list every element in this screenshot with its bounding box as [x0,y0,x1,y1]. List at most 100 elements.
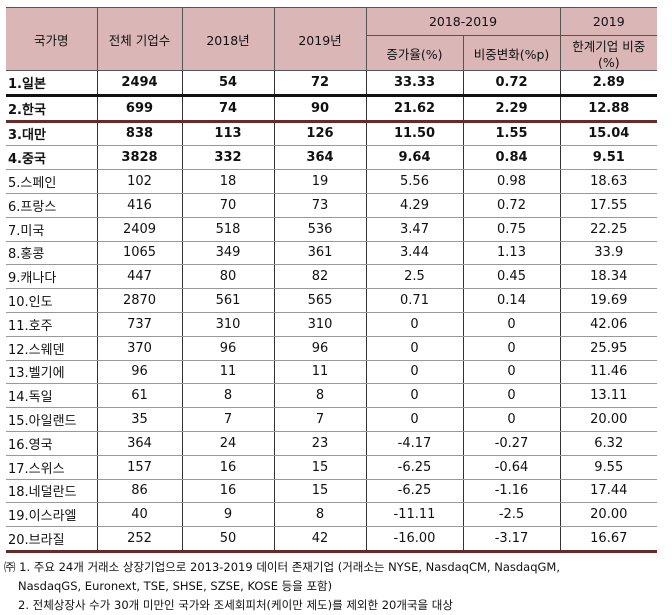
cell-y2018: 96 [181,336,275,361]
cell-country: 7.미국 [6,217,98,242]
table-row: 5.스페인 102 18 19 5.56 0.98 18.63 [6,169,658,194]
table-row: 19.이스라엘 40 9 8 -11.11 -2.5 20.00 [6,502,658,528]
cell-y2019: 19 [273,169,367,194]
table-row: 8.홍콩 1065 349 361 3.44 1.13 33.9 [6,241,658,266]
cell-country: 13.벨기에 [6,360,98,385]
footnotes: ㈜ 1. 주요 24개 거래소 상장기업으로 2013-2019 데이터 존재기… [4,558,560,615]
cell-share-change: 0.84 [462,145,561,171]
cell-country: 6.프랑스 [6,193,98,218]
footnote-1: ㈜ 1. 주요 24개 거래소 상장기업으로 2013-2019 데이터 존재기… [4,560,560,574]
cell-zombie-share: 33.9 [559,241,658,266]
cell-share-change: 0.14 [462,288,561,313]
cell-zombie-share: 9.51 [559,145,658,171]
cell-country: 1.일본 [6,70,98,97]
cell-total: 157 [96,455,183,480]
cell-country: 9.캐나다 [6,264,98,290]
table-row: 9.캐나다 447 80 82 2.5 0.45 18.34 [6,264,658,290]
cell-total: 86 [96,479,183,504]
cell-y2019: 73 [273,193,367,218]
cell-y2018: 50 [181,526,275,553]
cell-share-change: 0.45 [462,264,561,290]
cell-total: 364 [96,431,183,456]
cell-growth: 0 [365,360,464,385]
cell-growth: -6.25 [365,479,464,504]
cell-zombie-share: 20.00 [559,407,658,432]
cell-zombie-share: 2.89 [559,70,658,97]
cell-growth: 0.71 [365,288,464,313]
cell-y2019: 8 [273,502,367,528]
table-row: 2.한국 699 74 90 21.62 2.29 12.88 [6,95,658,123]
cell-y2018: 16 [181,455,275,480]
cell-share-change: -0.27 [462,431,561,456]
cell-zombie-share: 13.11 [559,383,658,409]
cell-y2018: 54 [181,70,275,97]
cell-zombie-share: 22.25 [559,217,658,242]
cell-country: 19.이스라엘 [6,502,98,528]
cell-total: 699 [96,95,183,123]
cell-total: 447 [96,264,183,290]
cell-growth: -6.25 [365,455,464,480]
cell-y2019: 82 [273,264,367,290]
table-row: 10.인도 2870 561 565 0.71 0.14 19.69 [6,288,658,313]
header-year-2019: 2019 [559,7,658,36]
cell-total: 252 [96,526,183,553]
header-growth: 증가율(%) [366,35,464,71]
cell-zombie-share: 6.32 [559,431,658,456]
cell-growth: 0 [365,312,464,337]
cell-y2019: 7 [273,407,367,432]
cell-zombie-share: 18.34 [559,264,658,290]
cell-total: 2870 [96,288,183,313]
header-country: 국가명 [6,7,98,71]
table-row: 20.브라질 252 50 42 -16.00 -3.17 16.67 [6,526,658,553]
cell-country: 11.호주 [6,312,98,337]
table-row: 11.호주 737 310 310 0 0 42.06 [6,312,658,337]
cell-total: 3828 [96,145,183,171]
cell-total: 35 [96,407,183,432]
cell-growth: 2.5 [365,264,464,290]
cell-y2018: 7 [181,407,275,432]
cell-share-change: 0.72 [462,70,561,97]
cell-y2019: 536 [273,217,367,242]
table-row: 7.미국 2409 518 536 3.47 0.75 22.25 [6,217,658,242]
cell-growth: 11.50 [365,121,464,147]
cell-y2018: 518 [181,217,275,242]
table-row: 12.스웨덴 370 96 96 0 0 25.95 [6,336,658,361]
zombie-company-table: 국가명 전체 기업수 2018년 2019년 2018-2019 2019 증가… [6,7,658,553]
cell-country: 20.브라질 [6,526,98,553]
cell-zombie-share: 9.55 [559,455,658,480]
header-total: 전체 기업수 [96,7,183,71]
cell-growth: 4.29 [365,193,464,218]
cell-country: 18.네덜란드 [6,479,98,504]
cell-growth: 3.44 [365,241,464,266]
cell-growth: -4.17 [365,431,464,456]
table-row: 18.네덜란드 86 16 15 -6.25 -1.16 17.44 [6,479,658,504]
cell-y2019: 310 [273,312,367,337]
cell-y2019: 15 [273,479,367,504]
cell-y2018: 70 [181,193,275,218]
cell-y2019: 42 [273,526,367,553]
table-row: 13.벨기에 96 11 11 0 0 11.46 [6,360,658,385]
cell-share-change: -0.64 [462,455,561,480]
cell-zombie-share: 12.88 [559,95,658,123]
cell-growth: 33.33 [365,70,464,97]
cell-growth: 9.64 [365,145,464,171]
cell-country: 2.한국 [6,95,98,123]
header-period: 2018-2019 [365,7,561,36]
cell-country: 15.아일랜드 [6,407,98,432]
cell-total: 737 [96,312,183,337]
cell-share-change: 2.29 [462,95,561,123]
cell-share-change: 0 [462,407,561,432]
table-row: 1.일본 2494 54 72 33.33 0.72 2.89 [6,70,658,97]
table-row: 15.아일랜드 35 7 7 0 0 20.00 [6,407,658,432]
table-row: 17.스위스 157 16 15 -6.25 -0.64 9.55 [6,455,658,480]
footnote-1-cont: NasdaqGS, Euronext, TSE, SHSE, SZSE, KOS… [18,579,333,593]
cell-total: 2494 [96,70,183,97]
cell-zombie-share: 19.69 [559,288,658,313]
cell-country: 5.스페인 [6,169,98,194]
cell-share-change: -3.17 [462,526,561,553]
cell-zombie-share: 17.44 [559,479,658,504]
footnote-2: 2. 전체상장사 수가 30개 미만인 국가와 조세회피처(케이만 제도)를 제… [18,598,453,612]
table-row: 4.중국 3828 332 364 9.64 0.84 9.51 [6,145,658,171]
cell-total: 102 [96,169,183,194]
cell-total: 40 [96,502,183,528]
